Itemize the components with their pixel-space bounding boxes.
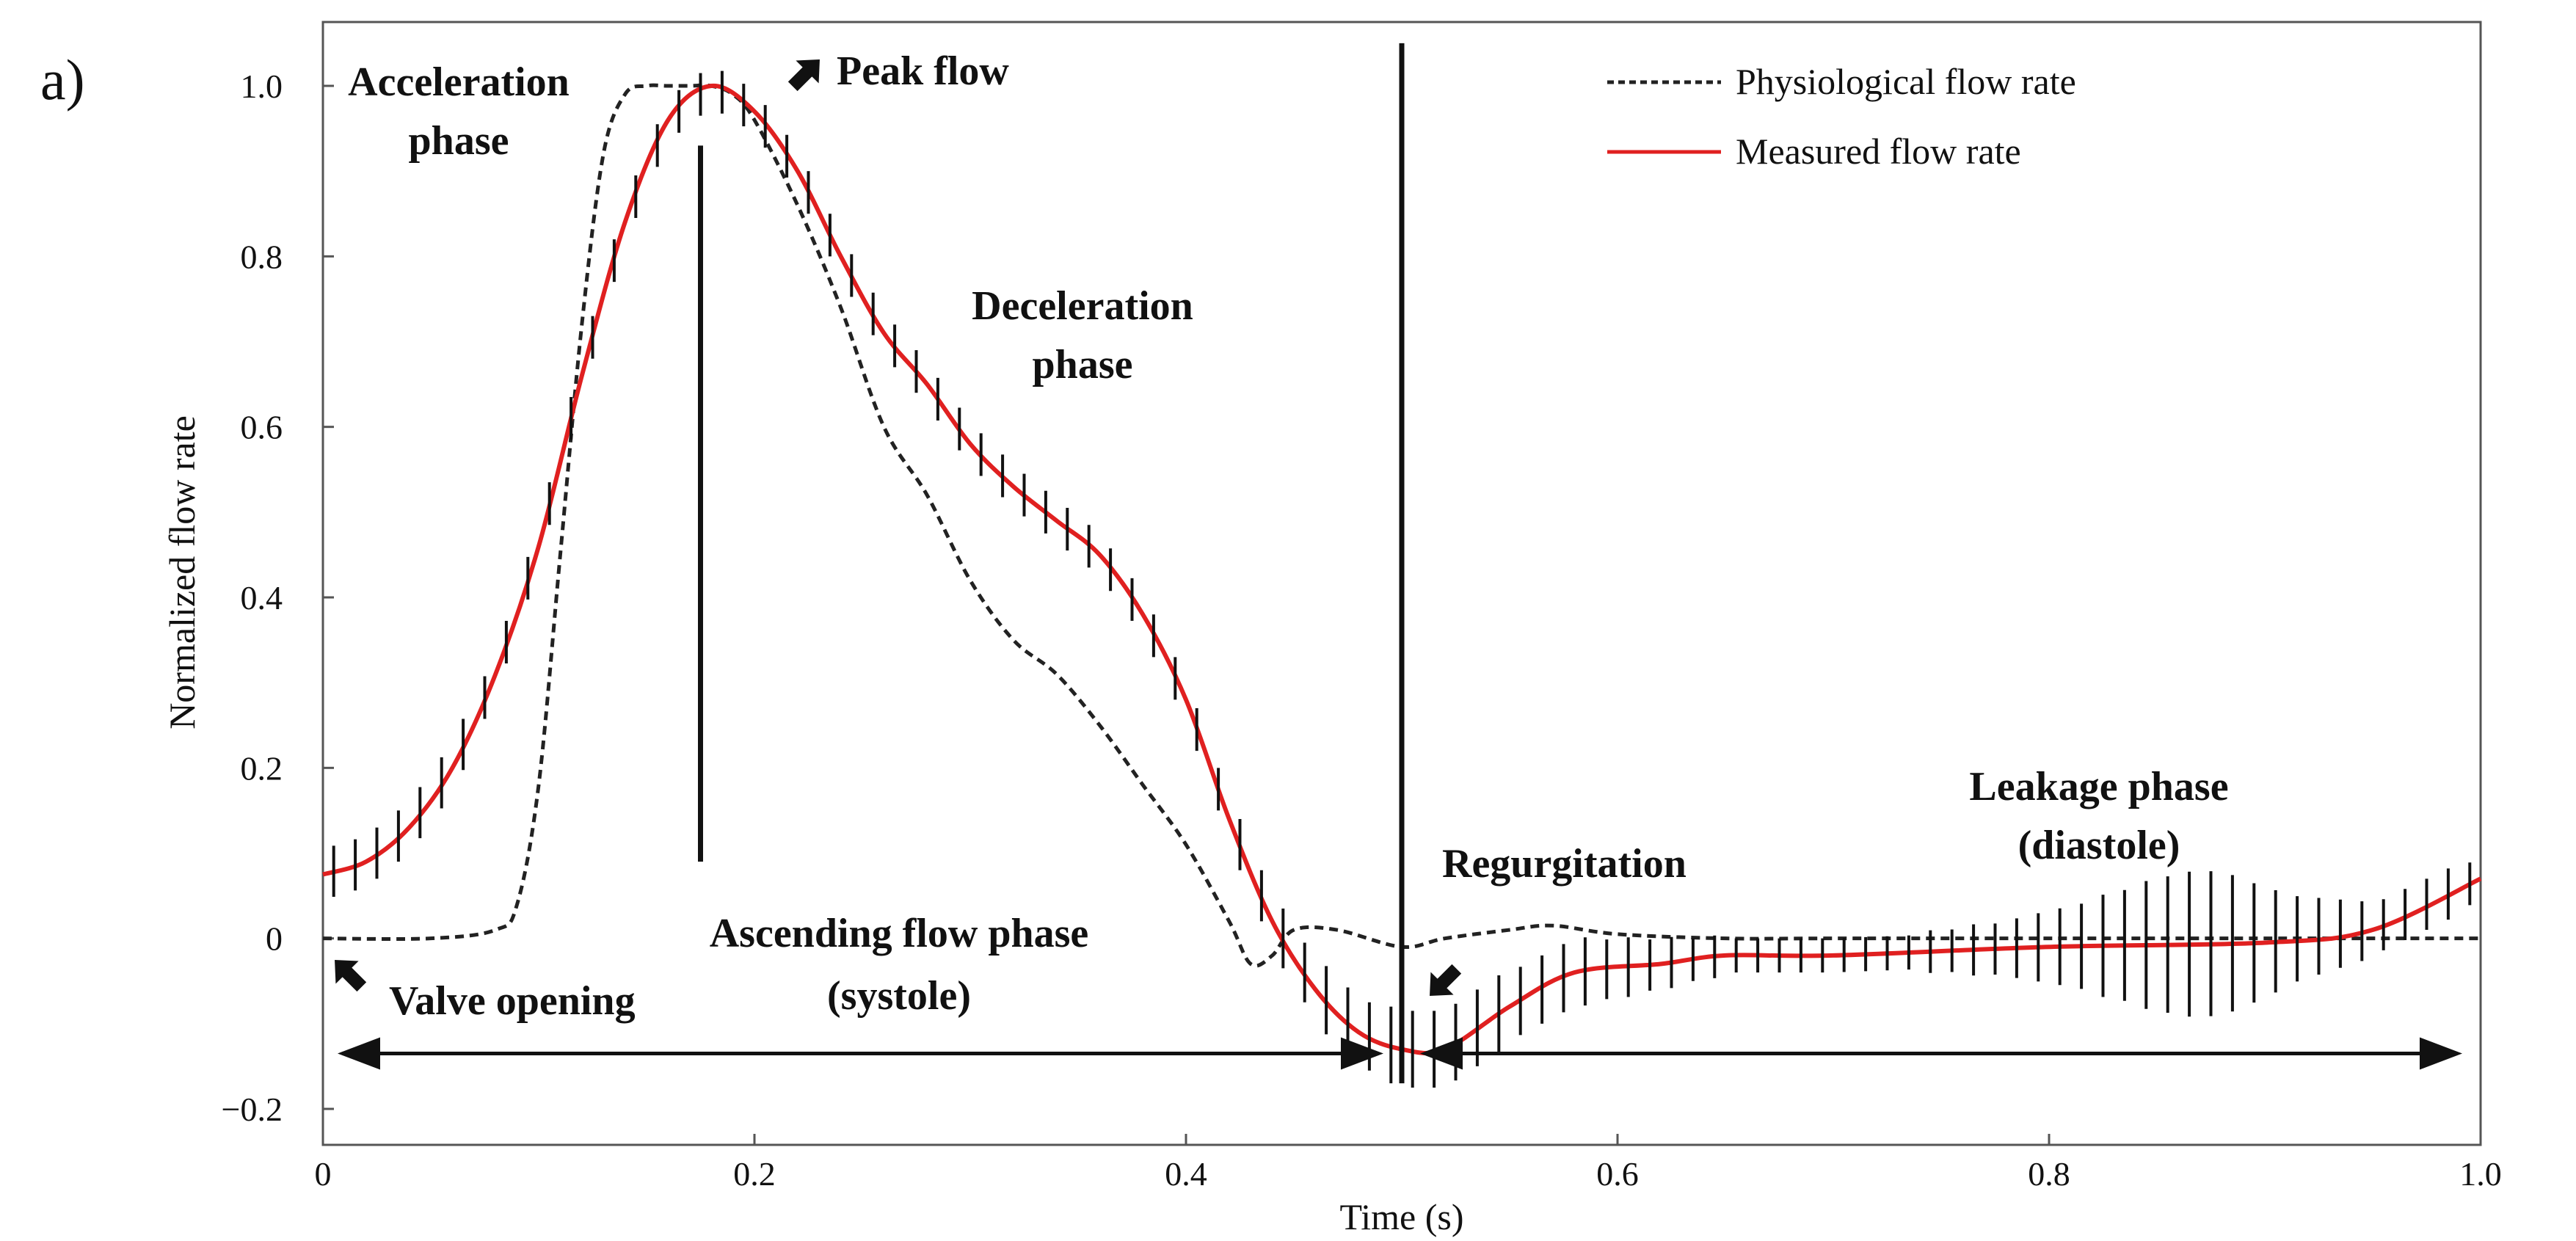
annotation-valve-opening: Valve opening	[389, 978, 636, 1024]
annotation-regurgitation: Regurgitation	[1442, 841, 1687, 887]
annotation-deceleration-line2: phase	[1033, 342, 1133, 387]
x-tick-label: 0	[315, 1155, 332, 1193]
y-tick-label: 0.2	[241, 749, 283, 787]
legend: Physiological flow rate Measured flow ra…	[1607, 61, 2076, 172]
y-axis-title: Normalized flow rate	[161, 415, 203, 729]
systole-arrow-head-left	[338, 1037, 380, 1070]
y-tick-label: 0.4	[241, 579, 283, 616]
valve-opening-arrow-icon	[335, 960, 367, 992]
annotation-deceleration-line1: Deceleration	[972, 283, 1193, 329]
x-tick-label: 0.4	[1165, 1155, 1207, 1193]
x-tick-label: 0.2	[733, 1155, 776, 1193]
legend-label-physiological: Physiological flow rate	[1736, 61, 2076, 102]
y-tick-label: 1.0	[241, 68, 283, 105]
x-tick-label: 0.6	[1596, 1155, 1639, 1193]
y-tick-label: 0	[266, 920, 283, 958]
regurgitation-arrow-icon	[1430, 964, 1462, 996]
plot-frame	[321, 21, 2482, 1146]
annotation-peak-flow: Peak flow	[837, 48, 1009, 94]
x-axis-title: Time (s)	[1339, 1196, 1463, 1237]
x-tick-label: 1.0	[2459, 1155, 2502, 1193]
axis-ticks: 0 0.2 0.4 0.6 0.8 1.0 −0.2 0 0.2 0.4 0.6 0.8 1.0	[222, 68, 2502, 1193]
annotation-acceleration-line2: phase	[409, 118, 509, 164]
x-tick-label: 0.8	[2028, 1155, 2070, 1193]
phase-markers	[338, 43, 2462, 1084]
annotation-ascending-line2: (systole)	[827, 973, 971, 1019]
panel-label: a)	[40, 48, 85, 112]
y-tick-label: 0.6	[241, 409, 283, 446]
annotation-ascending-line1: Ascending flow phase	[710, 911, 1089, 956]
annotation-leakage-line2: (diastole)	[2018, 823, 2180, 868]
legend-label-measured: Measured flow rate	[1736, 131, 2021, 172]
annotation-acceleration-line1: Acceleration	[348, 59, 570, 105]
systole-arrow-head-right	[1341, 1037, 1383, 1070]
diastole-arrow-head-right	[2420, 1037, 2462, 1070]
y-tick-label: 0.8	[241, 238, 283, 275]
peak-flow-arrow-icon	[787, 59, 820, 92]
annotation-leakage-line1: Leakage phase	[1969, 764, 2228, 809]
series-line-physiological	[322, 83, 2481, 968]
y-tick-label: −0.2	[222, 1091, 283, 1128]
diastole-arrow-head-left	[1420, 1037, 1463, 1070]
error-bars	[332, 70, 2472, 1088]
